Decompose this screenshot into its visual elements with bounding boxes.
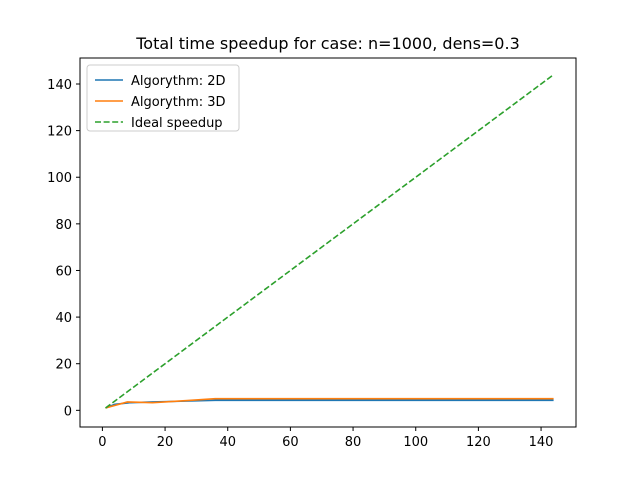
legend-label-3: Ideal speedup — [131, 116, 223, 131]
x-tick-label: 20 — [157, 435, 174, 450]
y-tick-label: 100 — [47, 171, 72, 186]
y-tick-label: 140 — [47, 78, 72, 93]
x-tick-label: 80 — [345, 435, 362, 450]
series-line-1 — [105, 399, 554, 409]
y-tick-label: 80 — [55, 218, 72, 233]
series-line-2 — [105, 397, 554, 409]
y-tick-label: 60 — [55, 264, 72, 279]
x-axis: 0 20 40 60 80 100 120 140 — [98, 427, 553, 450]
y-tick-label: 20 — [55, 358, 72, 373]
legend-box — [86, 64, 240, 132]
x-tick-label: 100 — [403, 435, 428, 450]
legend-label-2: Algorythm: 3D — [131, 95, 226, 110]
y-tick-label: 40 — [55, 311, 72, 326]
x-tick-label: 40 — [219, 435, 236, 450]
x-tick-label: 140 — [529, 435, 554, 450]
y-tick-label: 120 — [47, 125, 72, 140]
y-tick-label: 0 — [64, 404, 72, 419]
chart-title: Total time speedup for case: n=1000, den… — [135, 34, 520, 53]
x-tick-label: 0 — [98, 435, 106, 450]
x-tick-label: 60 — [282, 435, 299, 450]
x-tick-label: 120 — [466, 435, 491, 450]
series-lines — [105, 74, 555, 409]
series-line-3 — [105, 74, 555, 409]
legend-label-1: Algorythm: 2D — [131, 74, 226, 89]
legend: Algorythm: 2D Algorythm: 3D Ideal speedup — [86, 64, 240, 132]
y-axis: 0 20 40 60 80 100 120 140 — [47, 78, 80, 419]
